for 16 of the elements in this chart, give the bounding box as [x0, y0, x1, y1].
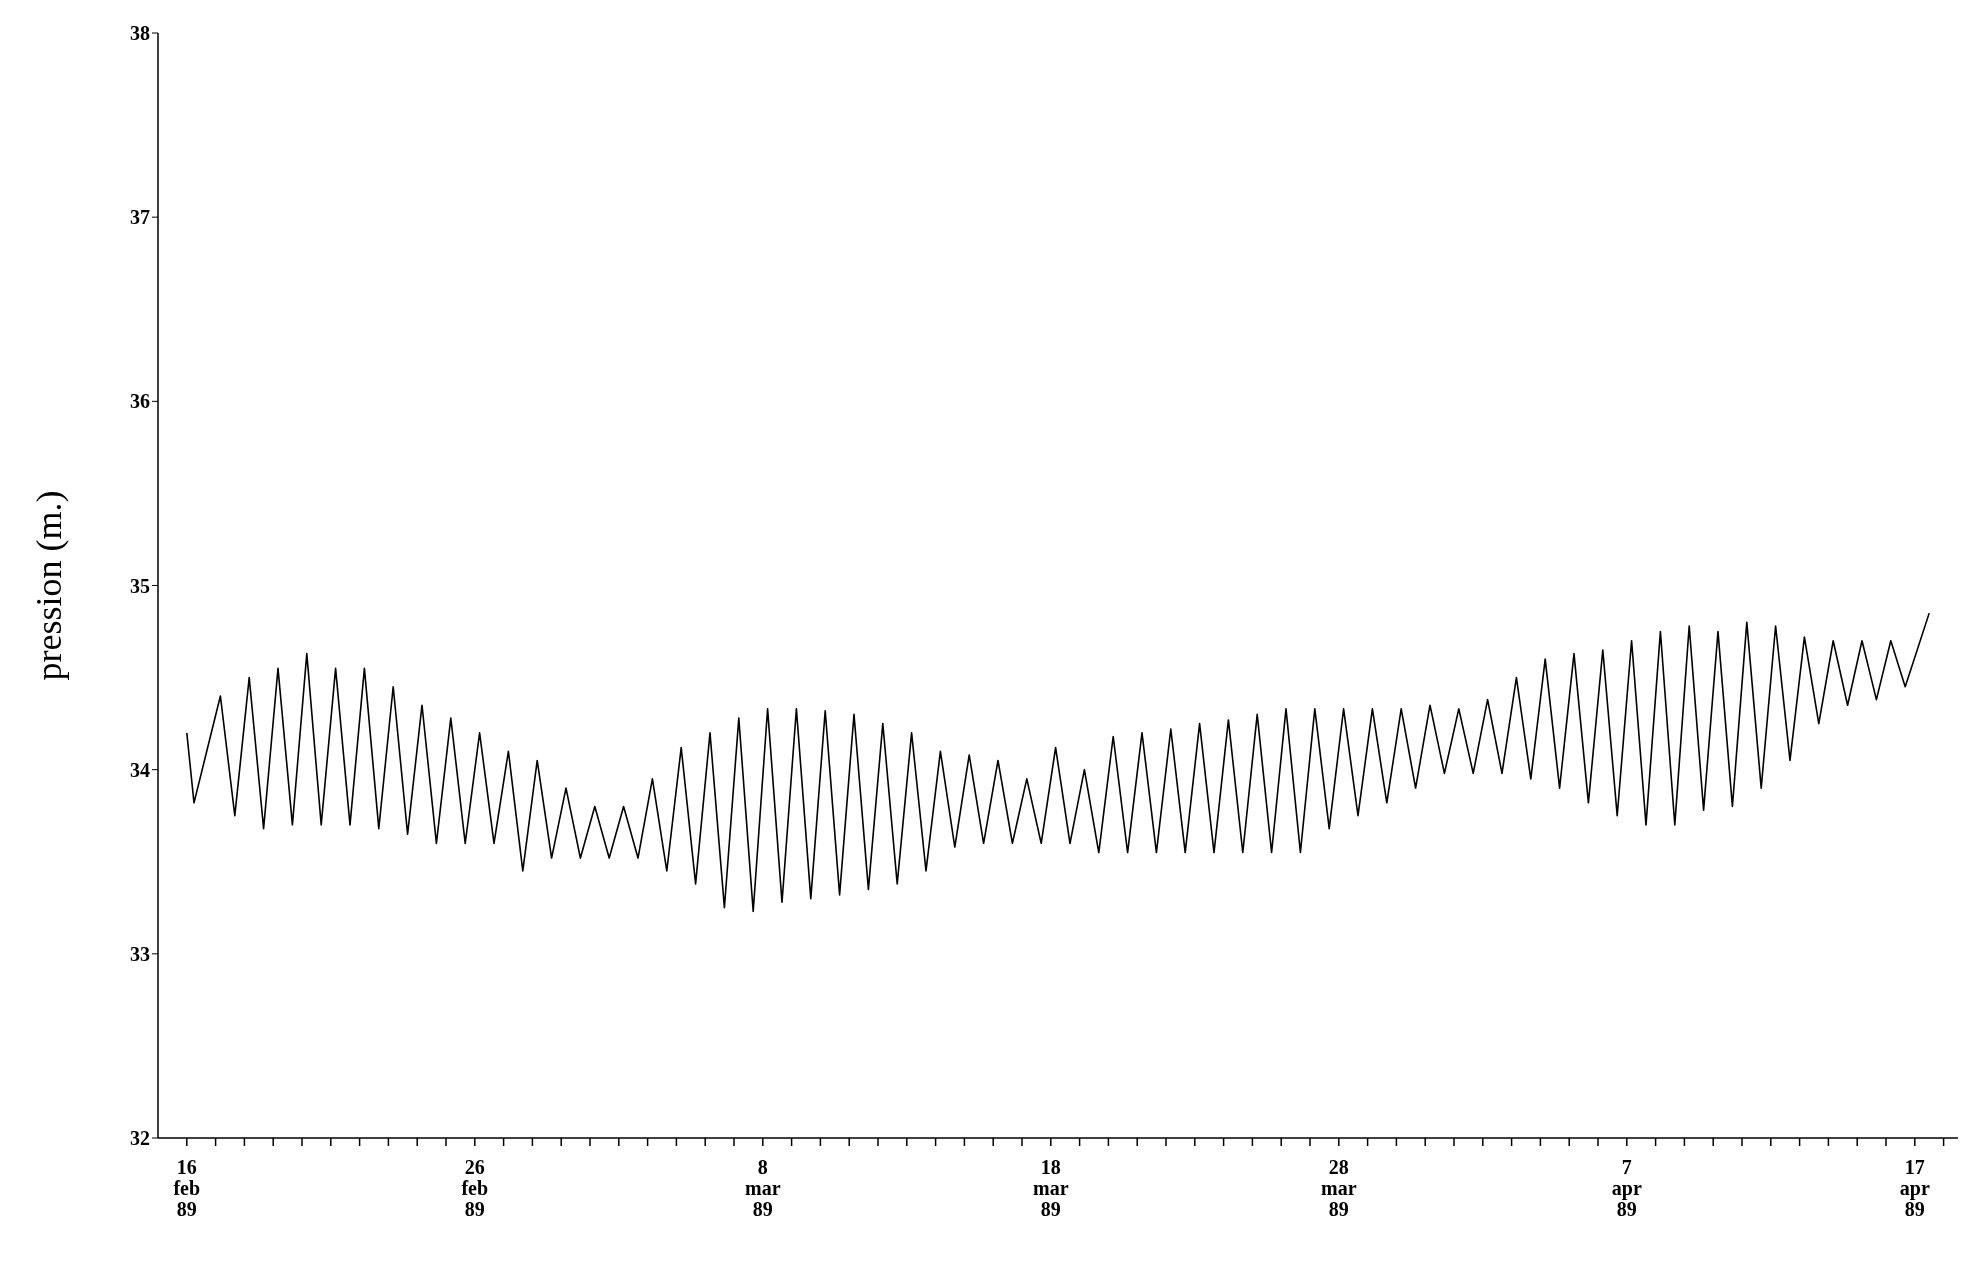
- y-tick-label: 36: [130, 390, 150, 413]
- y-tick-label: 38: [130, 22, 150, 45]
- x-tick-label: 28 mar 89: [1321, 1156, 1357, 1220]
- x-tick-label: 16 feb 89: [173, 1156, 201, 1220]
- x-tick-label: 18 mar 89: [1033, 1156, 1069, 1220]
- y-tick-label: 35: [130, 574, 150, 597]
- y-tick-label: 37: [130, 206, 150, 229]
- x-tick-label: 17 apr 89: [1899, 1156, 1930, 1220]
- y-tick-label: 32: [130, 1127, 150, 1150]
- y-tick-label: 33: [130, 942, 150, 965]
- line-series: [186, 612, 1930, 913]
- x-tick-label: 7 apr 89: [1611, 1156, 1642, 1220]
- y-tick-label: 34: [130, 758, 150, 781]
- y-axis-title: pression (m.): [28, 490, 69, 681]
- x-tick-label: 26 feb 89: [461, 1156, 489, 1220]
- x-tick-label: 8 mar 89: [745, 1156, 781, 1220]
